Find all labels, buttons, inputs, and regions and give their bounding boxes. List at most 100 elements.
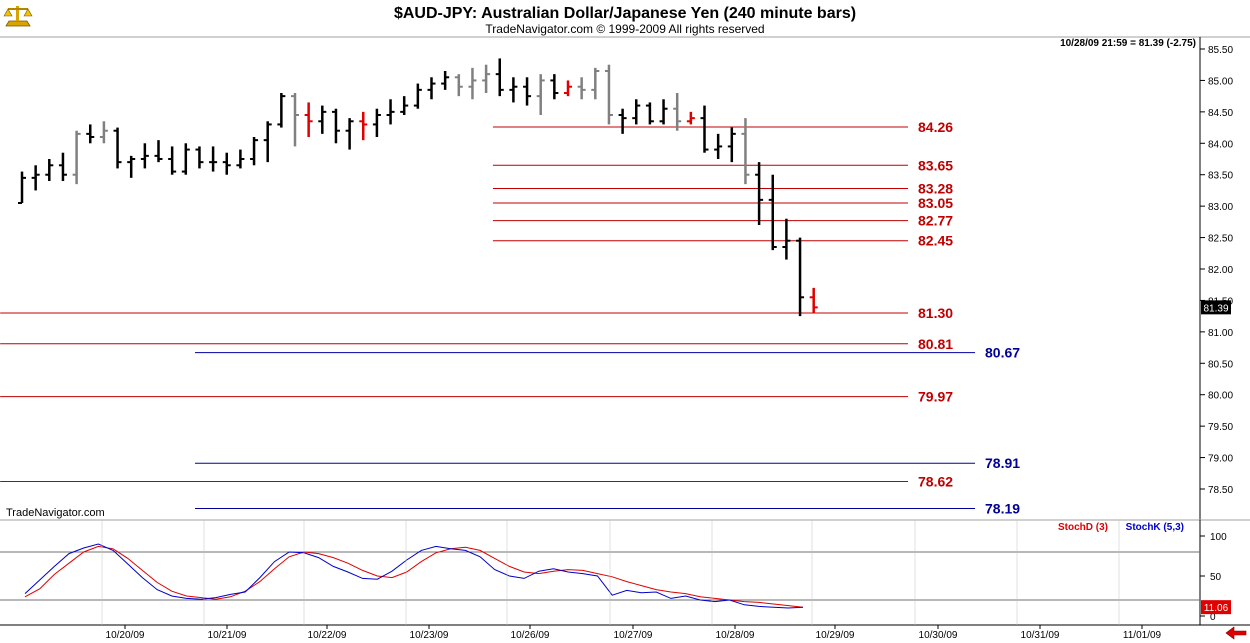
red-level-label: 80.81 [918, 336, 953, 352]
date-tick-label: 10/28/09 [716, 630, 755, 641]
stochastic-lines [24, 543, 804, 609]
date-tick-label: 10/26/09 [511, 630, 550, 641]
ohlc-bar [509, 77, 518, 103]
price-tick-label: 84.50 [1208, 108, 1233, 119]
blue-level-label: 80.67 [985, 345, 1020, 361]
price-tick-label: 82.50 [1208, 234, 1233, 245]
ohlc-bar [236, 149, 245, 169]
price-tick-label: 80.00 [1208, 391, 1233, 402]
stochastic-panel: StochD (3) StochK (5,3) 100 50 0 11.06 [0, 520, 1250, 626]
price-panel: 85.50 85.00 84.50 84.00 83.50 83.00 82.50 82.00… [0, 36, 1250, 521]
red-level-label: 83.65 [918, 157, 953, 173]
ohlc-bar [400, 96, 409, 115]
price-tag-text: 81.39 [1203, 303, 1228, 314]
ohlc-bar [809, 287, 818, 313]
date-axis: 10/20/09 10/21/09 10/22/09 10/23/09 10/26/09… [101, 520, 1162, 641]
last-price-tag: 81.39 [1201, 300, 1231, 315]
ohlc-bar [304, 102, 313, 137]
red-level-label: 78.62 [918, 473, 953, 489]
price-tick-label: 85.50 [1208, 45, 1233, 56]
ohlc-bar [277, 93, 286, 128]
blue-level-label: 78.19 [985, 500, 1020, 516]
ohlc-bar [714, 133, 723, 159]
ohlc-bar [741, 118, 750, 185]
ohlc-bar [686, 111, 695, 125]
ohlc-bar [18, 171, 26, 204]
ohlc-bar [86, 124, 95, 144]
date-tick-label: 10/29/09 [816, 630, 855, 641]
ohlc-bar [58, 152, 67, 181]
date-tick-label: 10/23/09 [410, 630, 449, 641]
ohlc-bar [577, 77, 586, 100]
price-readout: 10/28/09 21:59 = 81.39 (-2.75) [1060, 38, 1196, 49]
ohlc-bar [645, 102, 654, 125]
date-tick-label: 11/01/09 [1123, 630, 1162, 641]
price-tick-label: 81.00 [1208, 328, 1233, 339]
ohlc-bar [413, 83, 422, 109]
price-tick-label: 82.00 [1208, 265, 1233, 276]
stochk-line [24, 543, 804, 609]
stoch-tick-label: 100 [1210, 532, 1227, 543]
ohlc-bar [318, 105, 327, 134]
price-tick-label: 83.00 [1208, 202, 1233, 213]
ohlc-bar [291, 93, 299, 147]
stoch-tick-label: 50 [1210, 572, 1222, 583]
red-level-label: 83.28 [918, 181, 953, 197]
ohlc-bar [359, 111, 368, 141]
ohlc-bar [482, 64, 491, 93]
trophy-scales-icon [3, 6, 33, 27]
ohlc-bar [263, 121, 272, 163]
red-level-label: 84.26 [918, 119, 953, 135]
stoch-tag-box [1201, 600, 1231, 615]
ohlc-bar [345, 118, 354, 150]
red-level-label: 79.97 [918, 389, 953, 405]
stochd-line [24, 545, 804, 608]
red-left-arrow-icon[interactable] [1225, 626, 1247, 640]
price-tick-label: 83.50 [1208, 171, 1233, 182]
price-tag-box [1201, 300, 1231, 315]
ohlc-bar [154, 140, 163, 163]
ohlc-bar [168, 146, 177, 175]
red-level-label: 82.77 [918, 213, 953, 229]
date-tick-label: 10/22/09 [308, 630, 347, 641]
chart-title: $AUD-JPY: Australian Dollar/Japanese Yen… [394, 5, 856, 22]
price-tick-label: 85.00 [1208, 76, 1233, 87]
ohlc-bar [181, 143, 190, 175]
price-tick-label: 78.50 [1208, 485, 1233, 496]
ohlc-bar [536, 74, 545, 115]
brand-watermark: TradeNavigator.com [6, 507, 105, 519]
price-tick-label: 80.50 [1208, 359, 1233, 370]
ohlc-bar [222, 152, 231, 175]
price-tick-label: 79.50 [1208, 422, 1233, 433]
stoch-tag-text: 11.06 [1204, 603, 1229, 614]
stochastic-y-axis: 100 50 0 [1200, 532, 1227, 623]
red-level-label: 83.05 [918, 195, 953, 211]
ohlc-bar [127, 155, 136, 178]
ohlc-bar [768, 174, 777, 251]
date-tick-label: 10/30/09 [919, 630, 958, 641]
ohlc-bar [331, 108, 340, 144]
ohlc-bar [495, 58, 504, 97]
ohlc-bar [195, 146, 204, 169]
ohlc-bar [72, 130, 81, 185]
ohlc-bar [31, 165, 40, 191]
date-tick-label: 10/31/09 [1021, 630, 1060, 641]
price-bars [18, 58, 818, 317]
ohlc-bar [591, 67, 600, 100]
ohlc-bar [372, 108, 381, 137]
price-tick-label: 79.00 [1208, 454, 1233, 465]
date-tick-label: 10/27/09 [614, 630, 653, 641]
ohlc-bar [441, 71, 450, 90]
price-tick-label: 84.00 [1208, 139, 1233, 150]
ohlc-bar [550, 74, 559, 100]
ohlc-bar [140, 143, 149, 169]
ohlc-bar [386, 99, 395, 125]
ohlc-bar [523, 77, 532, 106]
stochastic-reference-lines [0, 551, 1200, 601]
ohlc-bar [99, 121, 108, 144]
legend-stochd: StochD (3) [1058, 522, 1108, 533]
ohlc-bar [755, 162, 764, 225]
ohlc-bar [45, 159, 54, 181]
